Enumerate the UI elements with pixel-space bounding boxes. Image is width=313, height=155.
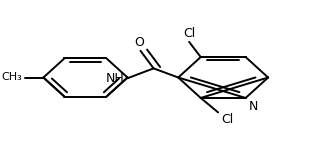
Text: O: O [134,36,144,49]
Text: N: N [249,100,258,113]
Text: Cl: Cl [221,113,233,126]
Text: Cl: Cl [183,27,195,40]
Text: NH: NH [106,72,125,85]
Text: CH₃: CH₃ [2,73,22,82]
